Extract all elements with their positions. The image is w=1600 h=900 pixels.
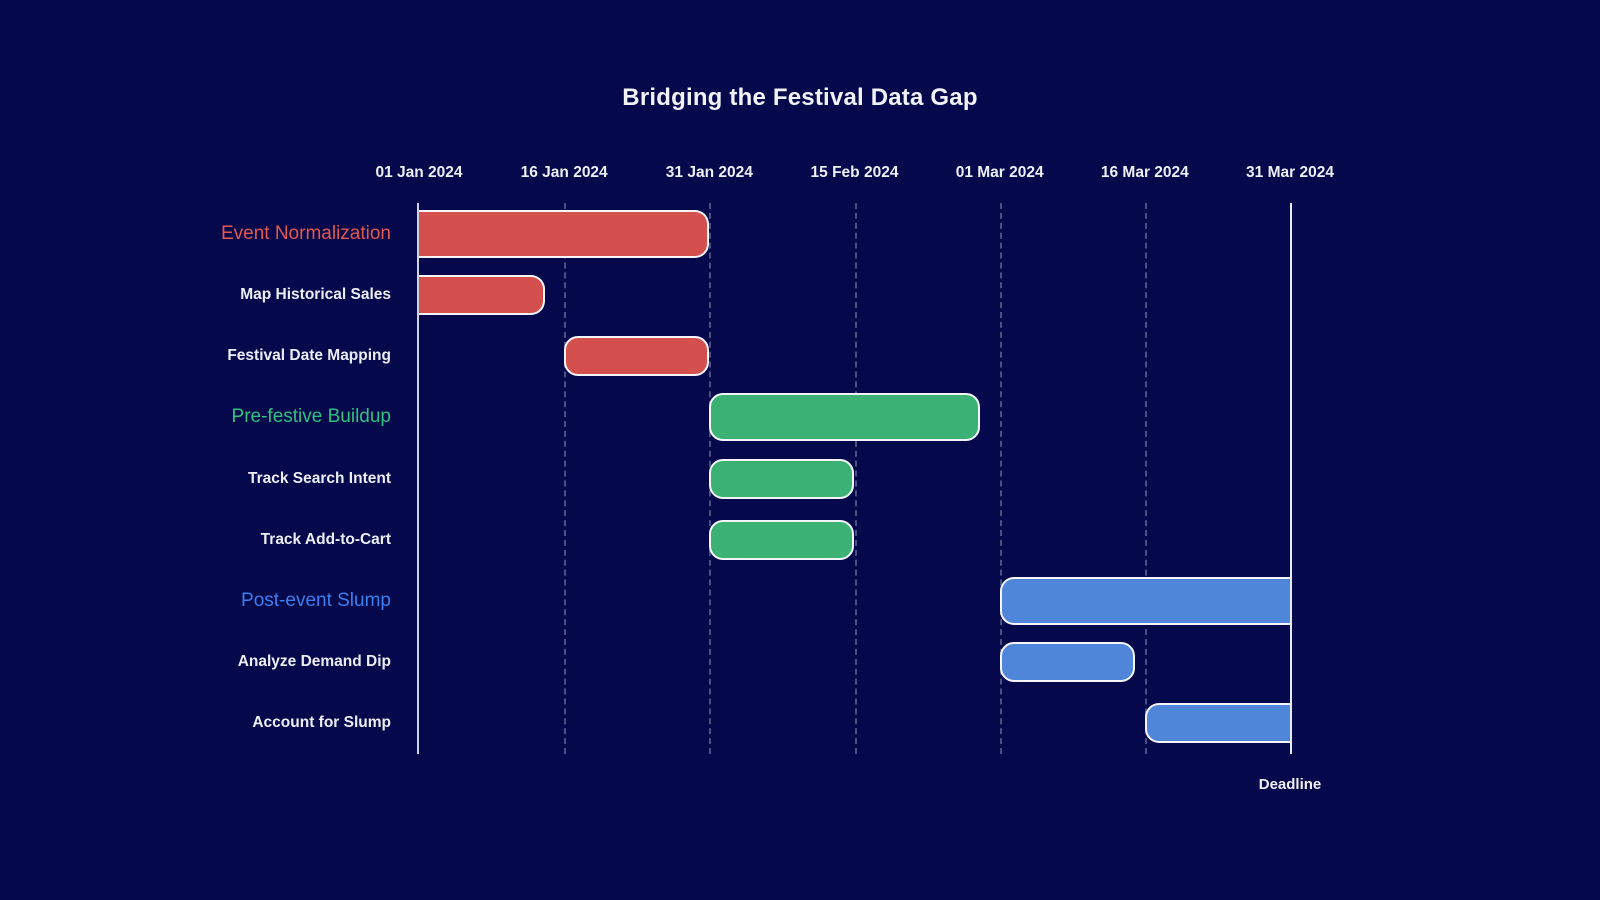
gantt-task-bar[interactable] xyxy=(999,642,1136,683)
y-axis-line xyxy=(417,203,419,754)
gantt-group-label: Pre-festive Buildup xyxy=(231,406,391,428)
gantt-group-bar[interactable] xyxy=(999,576,1290,625)
deadline-annotation-label: Deadline xyxy=(1258,776,1322,793)
gantt-task-label: Track Search Intent xyxy=(247,469,391,487)
gantt-group-label: Event Normalization xyxy=(220,222,391,244)
gantt-task-label: Account for Slump xyxy=(252,714,391,732)
gantt-task-bar[interactable] xyxy=(1144,703,1290,744)
x-axis-tick-label: 15 Feb 2024 xyxy=(810,164,899,181)
x-axis-tick-label: 16 Mar 2024 xyxy=(1100,164,1189,181)
deadline-marker-line xyxy=(1290,203,1292,754)
gridline xyxy=(564,203,567,754)
gantt-group-bar[interactable] xyxy=(709,393,981,442)
gantt-group-label: Post-event Slump xyxy=(241,589,391,611)
gantt-task-bar[interactable] xyxy=(564,336,710,377)
gantt-task-label: Track Add-to-Cart xyxy=(260,530,391,548)
x-axis-tick-label: 16 Jan 2024 xyxy=(520,164,608,181)
page-title: Bridging the Festival Data Gap xyxy=(622,84,978,111)
gantt-task-bar[interactable] xyxy=(419,274,545,315)
gantt-task-bar[interactable] xyxy=(709,519,855,560)
gantt-task-label: Map Historical Sales xyxy=(240,285,391,303)
gantt-task-bar[interactable] xyxy=(709,458,855,499)
gantt-group-bar[interactable] xyxy=(419,209,710,258)
gridline xyxy=(854,203,857,754)
x-axis-tick-label: 01 Jan 2024 xyxy=(375,164,463,181)
plot-area: Deadline xyxy=(417,203,1321,793)
gridline xyxy=(1144,203,1147,754)
gantt-task-label: Analyze Demand Dip xyxy=(237,653,391,671)
x-axis-tick-label: 31 Mar 2024 xyxy=(1246,164,1334,181)
x-axis-tick-label: 01 Mar 2024 xyxy=(955,164,1044,181)
gridline xyxy=(999,203,1002,754)
x-axis-tick-label: 31 Jan 2024 xyxy=(665,164,753,181)
gantt-task-label: Festival Date Mapping xyxy=(227,347,391,365)
